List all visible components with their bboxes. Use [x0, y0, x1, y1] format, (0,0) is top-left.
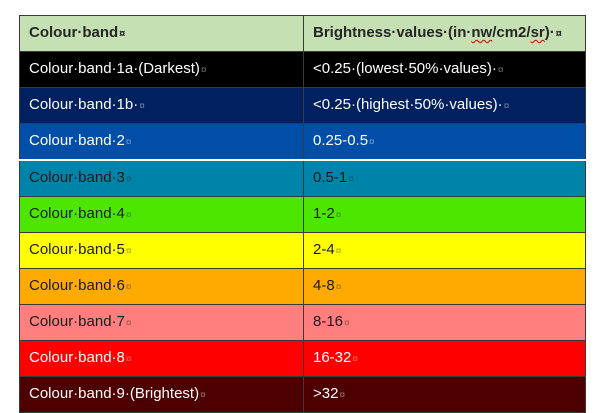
cell-end-mark: ¤ [139, 101, 145, 112]
band-cell: Colour·band·3¤ [19, 159, 304, 197]
band-cell: Colour·band·4¤ [19, 196, 304, 233]
band-label: Colour·band·3 [29, 169, 125, 186]
header-brightness-label: Brightness·values·(in· [313, 24, 472, 41]
value-cell: 0.5-1¤ [303, 159, 586, 197]
header-cell-brightness: Brightness·values·(in·nw/cm2/sr)·¤ [303, 15, 586, 52]
cell-end-mark: ¤ [497, 65, 504, 76]
brightness-value: 4-8 [313, 277, 335, 294]
table-row: Colour·band·1a·(Darkest)¤ <0.25·(lowest·… [19, 51, 586, 88]
cell-end-mark: ¤ [369, 137, 375, 148]
brightness-value: 1-2 [313, 205, 335, 222]
value-cell: <0.25·(highest·50%·values)·¤ [303, 87, 586, 124]
table-row: Colour·band·1b·¤ <0.25·(highest·50%·valu… [19, 87, 586, 124]
table-row: Colour·band·9·(Brightest)¤ >32¤ [19, 376, 586, 413]
band-label: Colour·band·8 [29, 349, 125, 366]
band-label: Colour·band·6 [29, 277, 125, 294]
cell-end-mark: ¤ [125, 174, 132, 185]
cell-end-mark: ¤ [339, 390, 346, 401]
cell-end-mark: ¤ [348, 174, 354, 185]
brightness-value: 16-32 [313, 349, 352, 366]
band-label: Colour·band·1b· [29, 96, 139, 113]
cell-end-mark: ¤ [200, 390, 206, 401]
table-row: Colour·band·2¤ 0.25-0.5¤ [19, 123, 586, 161]
band-cell: Colour·band·5¤ [19, 232, 304, 269]
band-label: Colour·band·2 [29, 132, 125, 149]
table-row: Colour·band·7¤ 8-16¤ [19, 304, 586, 341]
cell-end-mark: ¤ [200, 65, 207, 76]
value-cell: 2-4¤ [303, 232, 586, 269]
band-label: Colour·band·4 [29, 205, 125, 222]
brightness-value: 8-16 [313, 313, 344, 330]
cell-end-mark: ¤ [352, 354, 358, 365]
header-brightness-unit-mid: /cm2/ [492, 24, 531, 41]
cell-end-mark: ¤ [125, 318, 132, 329]
brightness-value: 2-4 [313, 241, 335, 258]
band-cell: Colour·band·1a·(Darkest)¤ [19, 51, 304, 88]
cell-end-mark: ¤ [503, 101, 510, 112]
band-cell: Colour·band·9·(Brightest)¤ [19, 376, 304, 413]
spellcheck-word-nw[interactable]: nw [471, 24, 493, 41]
value-cell: 8-16¤ [303, 304, 586, 341]
value-cell: 1-2¤ [303, 196, 586, 233]
band-cell: Colour·band·8¤ [19, 340, 304, 377]
value-cell: >32¤ [303, 376, 586, 413]
header-colour-band-label: Colour·band [29, 24, 119, 41]
spellcheck-word-sr[interactable]: sr [530, 24, 545, 41]
colour-band-table: Colour·band¤ Brightness·values·(in·nw/cm… [19, 15, 586, 413]
band-label: Colour·band·9·(Brightest) [29, 385, 200, 402]
cell-end-mark: ¤ [344, 318, 350, 329]
band-cell: Colour·band·2¤ [19, 123, 304, 161]
brightness-value: 0.5-1 [313, 169, 348, 186]
cell-end-mark: ¤ [125, 282, 132, 293]
band-cell: Colour·band·6¤ [19, 268, 304, 305]
band-label: Colour·band·5 [29, 241, 125, 258]
table-row: Colour·band·8¤ 16-32¤ [19, 340, 586, 377]
value-cell: 0.25-0.5¤ [303, 123, 586, 161]
table-row: Colour·band·3¤ 0.5-1¤ [19, 159, 586, 197]
value-cell: 4-8¤ [303, 268, 586, 305]
cell-end-mark: ¤ [335, 246, 342, 257]
cell-end-mark: ¤ [125, 137, 132, 148]
header-cell-colour-band: Colour·band¤ [19, 15, 304, 52]
band-label: Colour·band·7 [29, 313, 125, 330]
value-cell: 16-32¤ [303, 340, 586, 377]
brightness-value: <0.25·(highest·50%·values)· [313, 96, 503, 113]
brightness-value: 0.25-0.5 [313, 132, 369, 149]
value-cell: <0.25·(lowest·50%·values)·¤ [303, 51, 586, 88]
table-row: Colour·band·4¤ 1-2¤ [19, 196, 586, 233]
cell-end-mark: ¤ [335, 210, 342, 221]
table-row: Colour·band·5¤ 2-4¤ [19, 232, 586, 269]
cell-end-mark: ¤ [119, 28, 126, 40]
table-row: Colour·band·6¤ 4-8¤ [19, 268, 586, 305]
cell-end-mark: ¤ [125, 210, 132, 221]
brightness-value: <0.25·(lowest·50%·values)· [313, 60, 497, 77]
cell-end-mark: ¤ [335, 282, 342, 293]
band-cell: Colour·band·7¤ [19, 304, 304, 341]
header-brightness-close: )· [544, 24, 555, 41]
brightness-value: >32 [313, 385, 339, 402]
table-header-row: Colour·band¤ Brightness·values·(in·nw/cm… [19, 15, 586, 52]
band-cell: Colour·band·1b·¤ [19, 87, 304, 124]
cell-end-mark: ¤ [555, 28, 562, 40]
cell-end-mark: ¤ [125, 354, 132, 365]
cell-end-mark: ¤ [125, 246, 132, 257]
band-label: Colour·band·1a·(Darkest) [29, 60, 200, 77]
